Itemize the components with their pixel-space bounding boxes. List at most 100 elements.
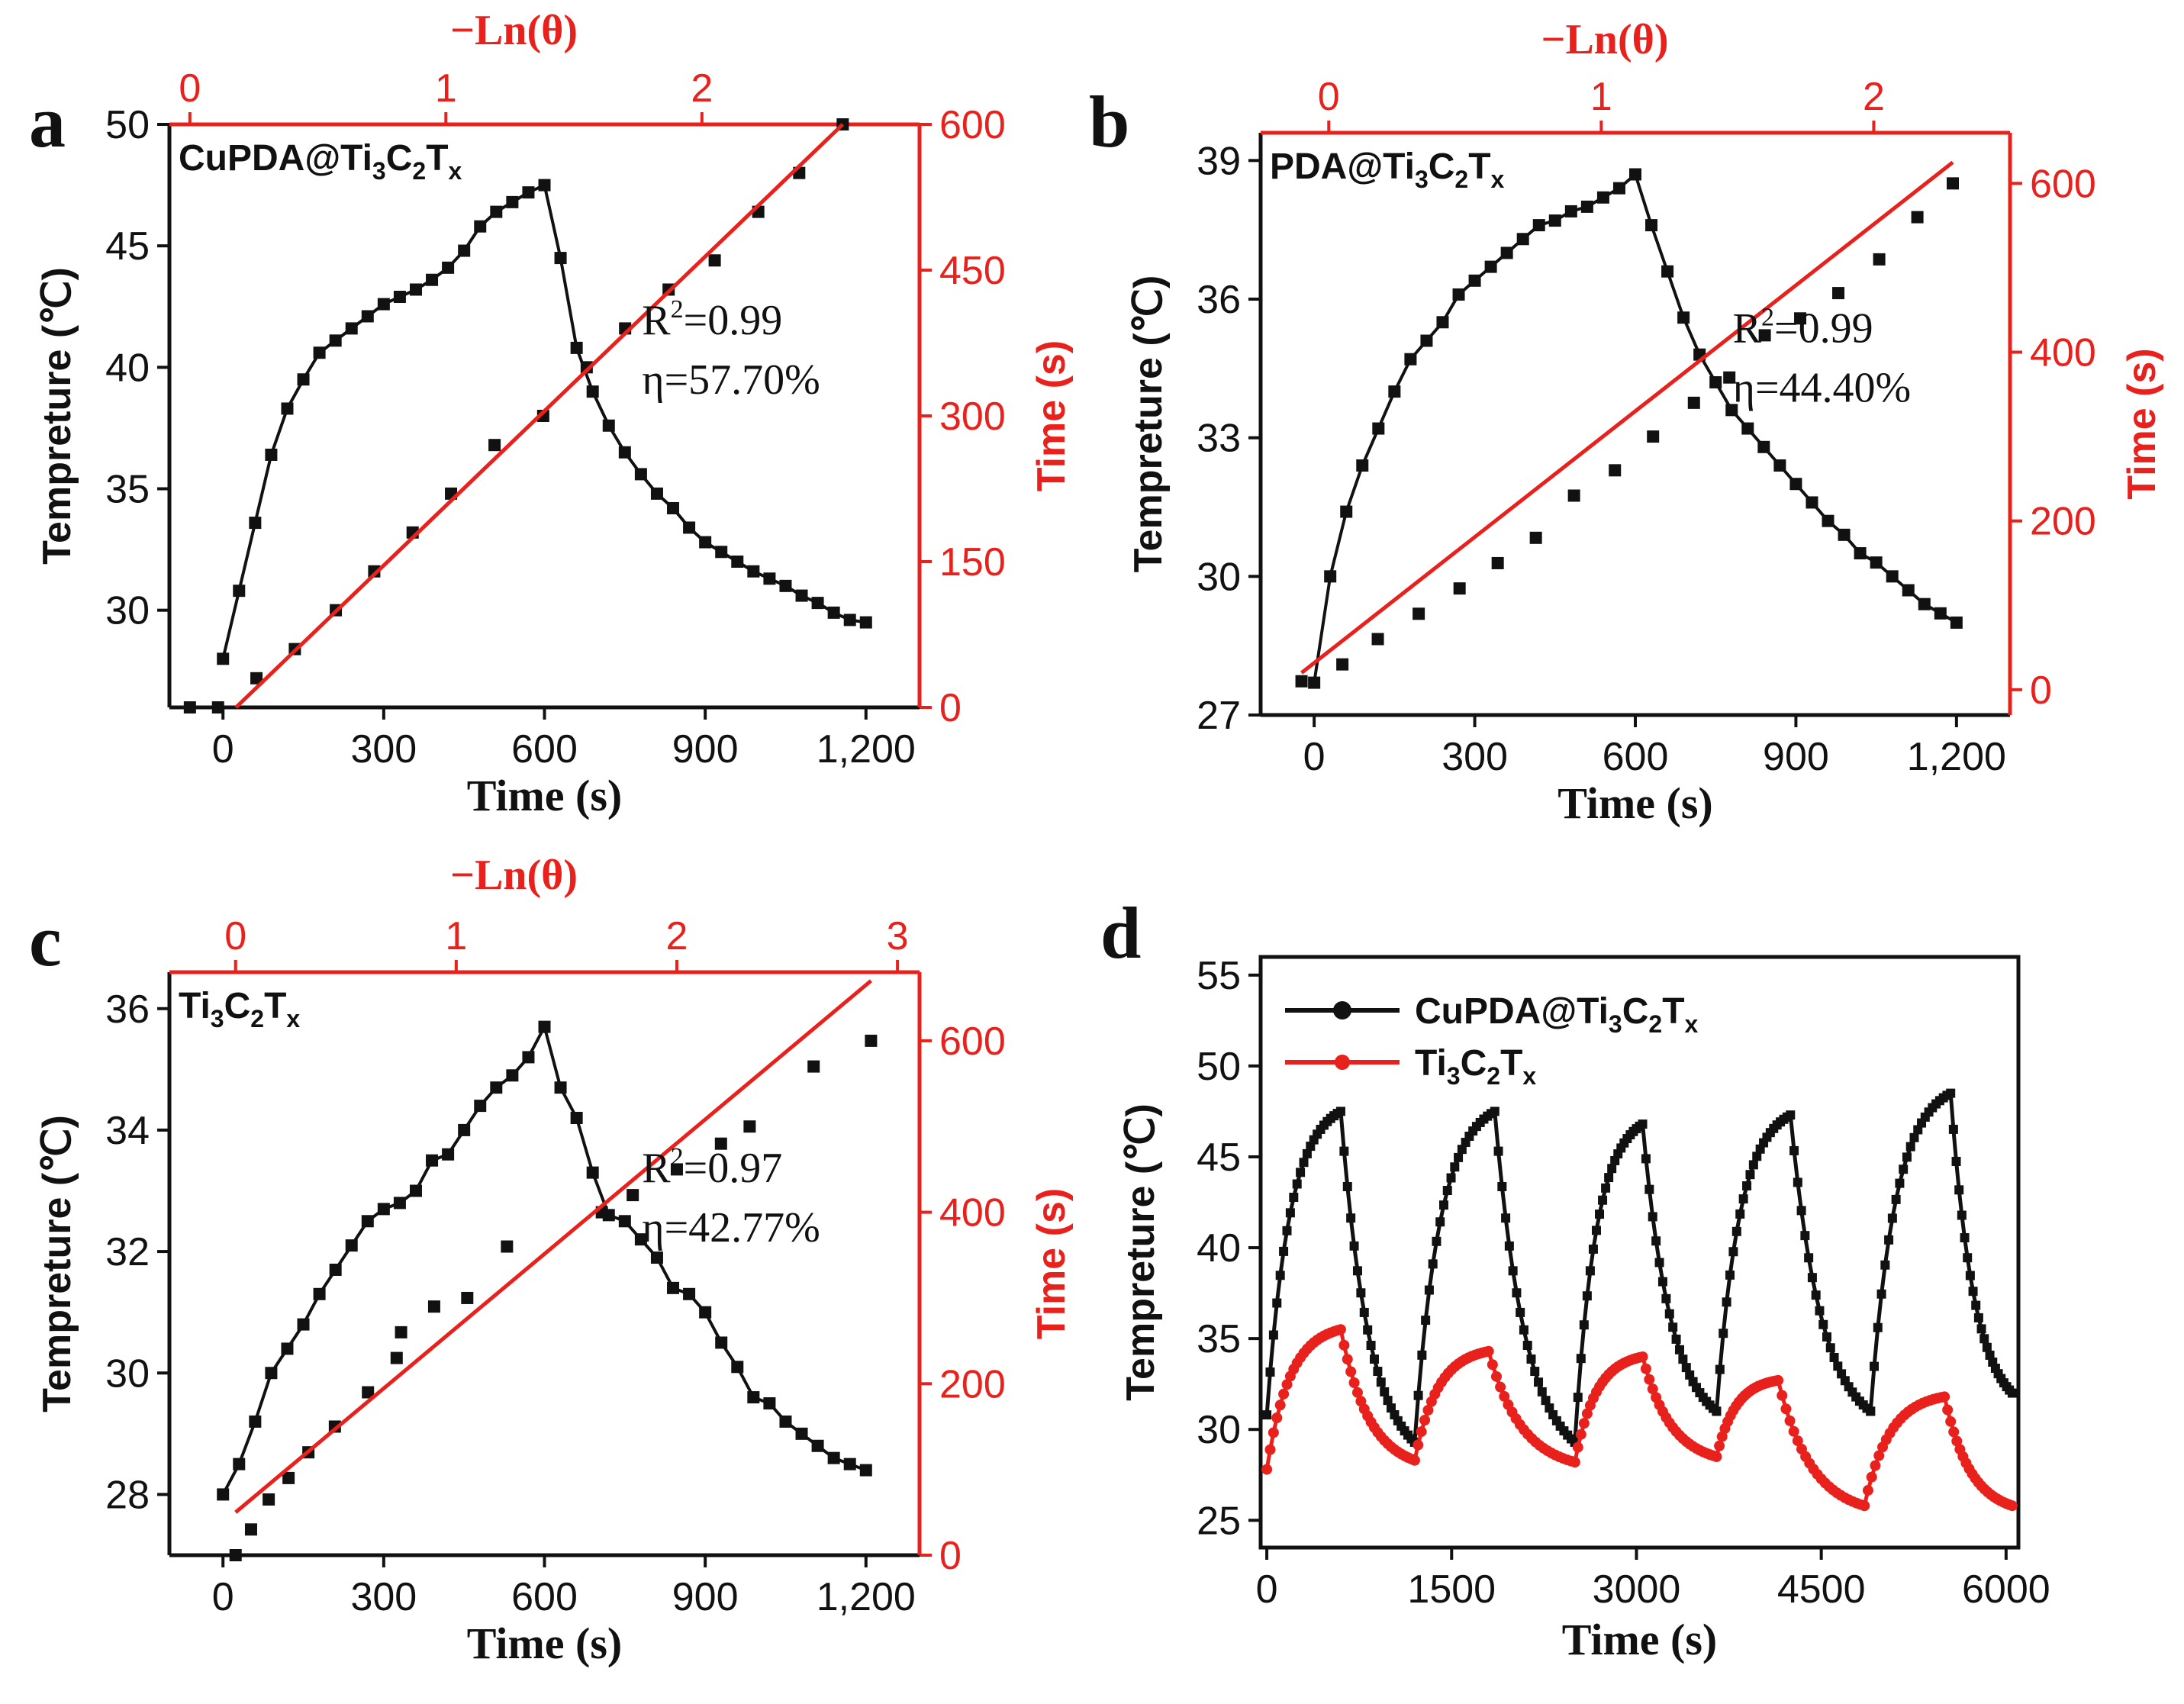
series-point bbox=[1526, 1355, 1536, 1364]
panel-letter: c bbox=[29, 900, 62, 981]
series-point bbox=[1348, 1377, 1360, 1388]
series-point bbox=[1884, 1235, 1894, 1245]
series-point bbox=[1499, 1390, 1510, 1402]
series-point bbox=[1644, 1374, 1655, 1385]
series-point bbox=[1976, 1324, 1986, 1334]
x-tick-label: 3000 bbox=[1593, 1567, 1681, 1612]
x-tick-label: 1,200 bbox=[817, 727, 916, 771]
x2-tick-label: 1 bbox=[445, 914, 467, 958]
linear-fit-line bbox=[1300, 160, 1954, 675]
series-point bbox=[1811, 1290, 1821, 1300]
series-point bbox=[1413, 1390, 1423, 1400]
temperature-point bbox=[683, 521, 696, 534]
y-tick-label: 35 bbox=[1197, 1317, 1241, 1361]
series-point bbox=[1265, 1367, 1275, 1377]
series-point bbox=[1537, 1387, 1547, 1396]
lntheta-point bbox=[368, 565, 381, 578]
temperature-point bbox=[345, 1239, 358, 1252]
series-point bbox=[1380, 1387, 1390, 1396]
series-point bbox=[1862, 1485, 1873, 1496]
series-point bbox=[1789, 1145, 1799, 1155]
temperature-point bbox=[618, 1215, 631, 1228]
series-point bbox=[1985, 1350, 1995, 1360]
lntheta-point bbox=[1609, 464, 1622, 477]
y2-tick-label: 0 bbox=[2030, 668, 2052, 713]
y2-tick-label: 300 bbox=[939, 395, 1006, 439]
series-point bbox=[1442, 1186, 1452, 1196]
series-point bbox=[1281, 1379, 1293, 1390]
series-point bbox=[1516, 1307, 1525, 1317]
y-tick-label: 32 bbox=[105, 1230, 150, 1274]
series-point bbox=[1335, 1106, 1345, 1116]
series-point bbox=[1777, 1390, 1788, 1401]
series-point bbox=[1752, 1152, 1762, 1161]
temperature-point bbox=[715, 546, 728, 559]
series-point bbox=[1457, 1145, 1467, 1155]
temperature-point bbox=[522, 1051, 535, 1064]
series-point bbox=[1578, 1418, 1590, 1429]
series-point bbox=[1339, 1146, 1349, 1156]
temperature-point bbox=[731, 556, 744, 568]
y2-tick-label: 150 bbox=[939, 540, 1006, 585]
temperature-point bbox=[1677, 311, 1690, 324]
series-point bbox=[1945, 1416, 1957, 1427]
temperature-point bbox=[393, 1197, 406, 1210]
y-tick-label: 36 bbox=[105, 987, 150, 1032]
series-point bbox=[1957, 1210, 1967, 1220]
temperature-point bbox=[586, 1166, 599, 1179]
temperature-point bbox=[1388, 385, 1401, 398]
lntheta-point bbox=[250, 672, 263, 684]
series-point bbox=[1335, 1324, 1346, 1335]
y2-tick-label: 0 bbox=[939, 1534, 962, 1578]
x-tick-label: 1500 bbox=[1407, 1567, 1496, 1612]
temperature-point bbox=[747, 1391, 760, 1404]
series-point bbox=[1647, 1383, 1658, 1395]
series-point bbox=[1504, 1241, 1514, 1251]
temperature-point bbox=[1500, 246, 1513, 259]
temperature-point bbox=[554, 1081, 567, 1094]
temperature-point bbox=[426, 1154, 439, 1167]
series-point bbox=[1272, 1298, 1282, 1308]
lntheta-point bbox=[501, 1240, 514, 1253]
plot-frame bbox=[1258, 955, 2021, 1550]
series-point bbox=[1275, 1271, 1285, 1280]
lntheta-point bbox=[211, 701, 224, 713]
x-tick-label: 0 bbox=[212, 1575, 234, 1619]
x2-tick-label: 0 bbox=[224, 914, 246, 958]
series-point bbox=[1421, 1316, 1431, 1326]
series-point bbox=[1271, 1412, 1283, 1423]
series-point bbox=[1780, 1403, 1792, 1415]
series-point bbox=[1416, 1426, 1427, 1438]
lntheta-point bbox=[1911, 211, 1924, 224]
y-tick-label: 33 bbox=[1197, 417, 1241, 461]
y2-axis-title: Time (s) bbox=[1029, 1188, 1074, 1339]
temperature-point bbox=[650, 1251, 663, 1264]
temperature-point bbox=[843, 1458, 856, 1470]
series-point bbox=[1282, 1226, 1292, 1235]
temperature-point bbox=[506, 1069, 519, 1082]
x2-tick-label: 0 bbox=[179, 66, 201, 111]
temperature-point bbox=[618, 446, 631, 459]
y2-tick-label: 200 bbox=[2030, 500, 2096, 544]
temperature-point bbox=[699, 536, 712, 549]
series-point bbox=[1859, 1500, 1870, 1512]
temperature-point bbox=[329, 334, 342, 347]
temperature-point bbox=[281, 1342, 294, 1355]
temperature-point bbox=[217, 1488, 230, 1501]
y-tick-label: 40 bbox=[1197, 1226, 1241, 1271]
series-point bbox=[1541, 1396, 1551, 1406]
temperature-point bbox=[377, 1203, 390, 1216]
series-point bbox=[1359, 1307, 1369, 1317]
temperature-point bbox=[1324, 570, 1337, 583]
series-point bbox=[1716, 1431, 1728, 1442]
series-point bbox=[1409, 1454, 1420, 1466]
series-point bbox=[1373, 1367, 1383, 1377]
series-point bbox=[1299, 1158, 1309, 1168]
y-tick-label: 50 bbox=[105, 103, 150, 147]
temperature-point bbox=[763, 572, 776, 585]
lntheta-point bbox=[390, 1351, 403, 1364]
series-point bbox=[1601, 1183, 1611, 1193]
lntheta-point bbox=[743, 1120, 756, 1133]
sample-label: PDA@Ti3C2Tx bbox=[1270, 147, 1505, 193]
